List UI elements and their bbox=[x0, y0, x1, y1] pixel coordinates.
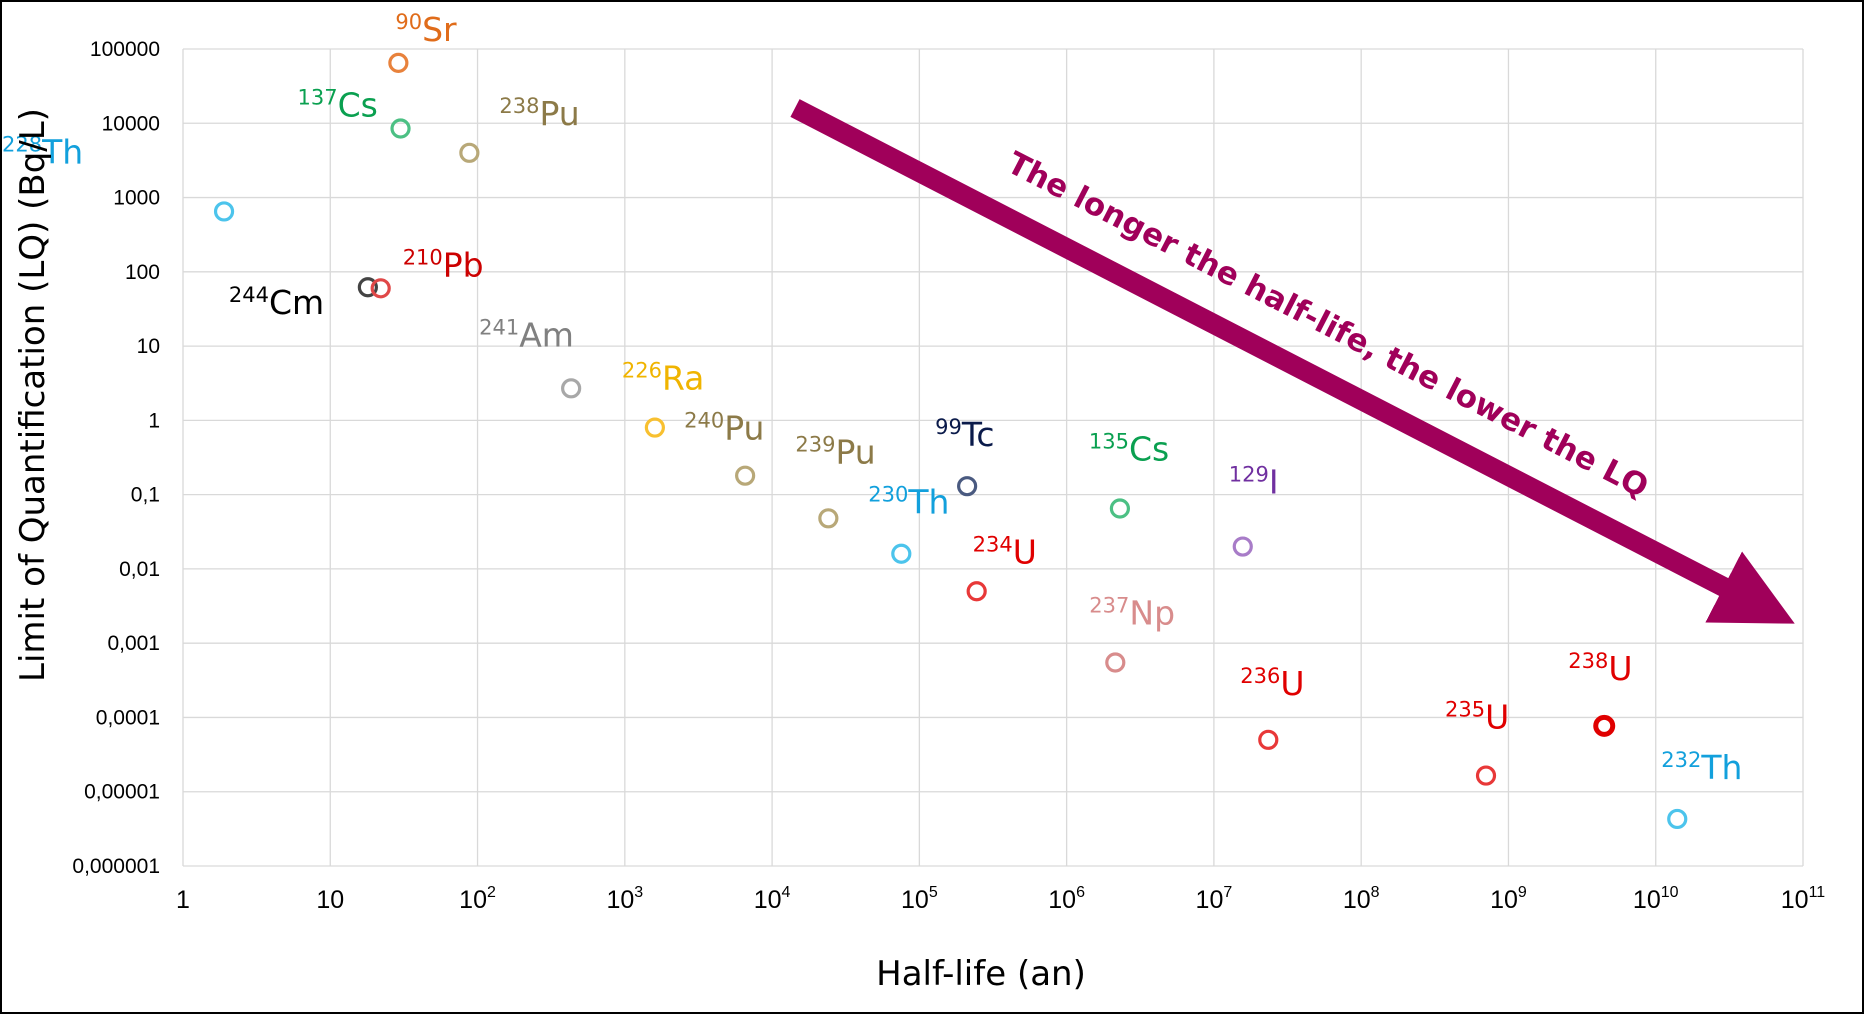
data-points bbox=[213, 52, 1688, 830]
data-point bbox=[966, 581, 987, 602]
data-point bbox=[1667, 808, 1688, 830]
y-tick-label: 0,000001 bbox=[72, 855, 160, 878]
data-point bbox=[213, 201, 235, 222]
x-tick-label: 1011 bbox=[1781, 884, 1826, 914]
y-axis-ticks: 0,000001 0,00001 0,0001 0,001 0,01 0,1 1 10 100 1… bbox=[72, 38, 160, 878]
data-point bbox=[891, 543, 912, 564]
x-tick-label: 104 bbox=[754, 884, 791, 914]
isotope-label: 232Th bbox=[1661, 748, 1742, 787]
y-tick-label: 1000 bbox=[113, 187, 160, 210]
isotope-label: 240Pu bbox=[684, 409, 764, 448]
x-tick-label: 108 bbox=[1343, 884, 1380, 914]
x-tick-label: 106 bbox=[1048, 884, 1085, 914]
x-tick-label: 10 bbox=[316, 886, 344, 914]
trend-arrow-shaft bbox=[790, 99, 1795, 624]
isotope-label: 90Sr bbox=[395, 10, 457, 49]
y-axis-title: Limit of Quantification (LQ) (Bq/L) bbox=[13, 108, 53, 682]
data-point bbox=[1258, 729, 1279, 750]
data-point bbox=[459, 142, 480, 163]
isotope-label: 230Th bbox=[868, 483, 949, 522]
isotope-label: 210Pb bbox=[403, 245, 484, 284]
x-tick-label: 1 bbox=[176, 886, 190, 914]
data-point bbox=[735, 465, 756, 486]
y-tick-label: 0,01 bbox=[119, 558, 160, 581]
isotope-label: 239Pu bbox=[795, 432, 875, 471]
y-tick-label: 0,1 bbox=[131, 484, 160, 507]
data-point bbox=[388, 52, 409, 73]
y-tick-label: 10 bbox=[137, 335, 160, 358]
isotope-label: 129I bbox=[1229, 463, 1279, 502]
trend-arrow: The longer the half-life, the lower the … bbox=[790, 99, 1795, 624]
data-point bbox=[957, 476, 978, 497]
isotope-label: 226Ra bbox=[622, 359, 705, 398]
y-tick-label: 1 bbox=[148, 409, 160, 432]
data-point bbox=[1109, 498, 1131, 519]
isotope-label: 236U bbox=[1240, 664, 1304, 703]
isotope-label: 235U bbox=[1445, 698, 1509, 737]
isotope-label: 238U bbox=[1568, 649, 1632, 688]
x-tick-label: 105 bbox=[901, 884, 938, 914]
isotope-label: 244Cm bbox=[229, 283, 324, 322]
data-point bbox=[1105, 652, 1126, 673]
data-point bbox=[370, 278, 391, 299]
data-point bbox=[357, 277, 378, 298]
x-tick-label: 102 bbox=[459, 884, 496, 914]
data-point bbox=[818, 508, 839, 529]
x-tick-label: 1010 bbox=[1633, 884, 1679, 914]
x-tick-label: 107 bbox=[1196, 884, 1233, 914]
x-axis-ticks: 1 10 102 103 104 105 106 107 108 109 1010 1011 bbox=[176, 884, 1825, 914]
y-tick-label: 100000 bbox=[90, 38, 160, 61]
isotope-label: 135Cs bbox=[1089, 430, 1169, 469]
y-tick-label: 0,0001 bbox=[96, 706, 160, 729]
data-point bbox=[1232, 536, 1253, 557]
y-tick-label: 100 bbox=[125, 261, 160, 284]
data-point bbox=[1475, 765, 1497, 786]
isotope-label: 228Th bbox=[2, 132, 83, 171]
isotope-label: 137Cs bbox=[298, 86, 378, 125]
y-tick-label: 10000 bbox=[102, 112, 160, 135]
isotope-label: 237Np bbox=[1089, 593, 1175, 632]
data-point bbox=[644, 417, 665, 438]
isotope-label: 241Am bbox=[479, 315, 574, 354]
y-tick-label: 0,00001 bbox=[84, 781, 160, 804]
x-tick-label: 109 bbox=[1490, 884, 1527, 914]
y-tick-label: 0,001 bbox=[107, 632, 160, 655]
point-labels: 90Sr 137Cs 238Pu 228Th 244Cm 210Pb 241Am 226Ra 2… bbox=[2, 10, 1742, 787]
isotope-label: 99Tc bbox=[935, 415, 994, 454]
data-point bbox=[561, 378, 582, 399]
isotope-label: 238Pu bbox=[499, 94, 579, 133]
isotope-label: 234U bbox=[973, 532, 1037, 571]
x-axis-title: Half-life (an) bbox=[876, 954, 1086, 994]
data-point bbox=[1593, 714, 1616, 737]
x-tick-label: 103 bbox=[606, 884, 643, 914]
data-point bbox=[390, 118, 411, 139]
